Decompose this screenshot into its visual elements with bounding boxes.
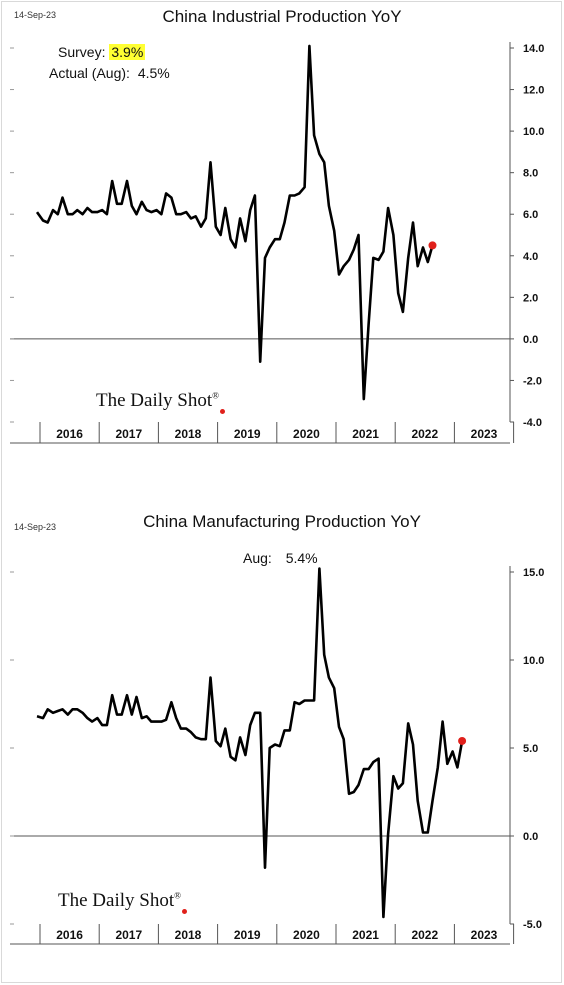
actual-value: 4.5%	[137, 65, 170, 81]
x-tick-label: 2018	[175, 427, 202, 441]
chart-date: 14-Sep-23	[14, 10, 57, 20]
logo-red-dot	[220, 409, 225, 414]
aug-annotation: Aug: 5.4%	[243, 550, 318, 566]
x-tick-label: 2019	[234, 427, 261, 441]
industrial-production-chart: 14.0 12.0 10.0 8.0 6.0 4.0 2.0 0.0 -2.0 -4.0 2016 2…	[10, 42, 544, 444]
latest-value-marker	[428, 241, 437, 250]
y-tick-label: 15.0	[523, 567, 544, 579]
chart-date: 14-Sep-23	[14, 522, 57, 532]
y-tick-label: -5.0	[523, 919, 542, 931]
chart-title: China Manufacturing Production YoY	[143, 512, 421, 531]
y-tick-label: 2.0	[523, 292, 538, 304]
y-tick-label: 10.0	[523, 126, 544, 138]
daily-shot-logo: The Daily Shot®	[58, 890, 187, 914]
y-tick-label: -2.0	[523, 375, 542, 387]
y-tick-label: -4.0	[523, 417, 542, 429]
latest-value-marker	[458, 736, 467, 745]
manufacturing-production-panel: 15.0 10.0 5.0 0.0 -5.0 2016 2017 2018 2019 2020 20…	[0, 502, 564, 985]
survey-value: 3.9%	[109, 44, 146, 60]
x-tick-label: 2017	[115, 427, 142, 441]
x-tick-label: 2016	[56, 427, 83, 441]
x-tick-label: 2021	[352, 928, 379, 942]
y-tick-label: 0.0	[523, 831, 538, 843]
x-tick-label: 2021	[352, 427, 379, 441]
y-tick-label: 0.0	[523, 334, 538, 346]
y-tick-label: 12.0	[523, 85, 544, 97]
y-tick-label: 14.0	[523, 43, 544, 55]
x-tick-label: 2018	[175, 928, 202, 942]
x-tick-label: 2019	[234, 928, 261, 942]
manufacturing-production-chart: 15.0 10.0 5.0 0.0 -5.0 2016 2017 2018 2019 2020 20…	[10, 566, 544, 945]
aug-label: Aug:	[243, 550, 272, 566]
series-line	[36, 567, 464, 919]
y-tick-label: 10.0	[523, 655, 544, 667]
daily-shot-logo: The Daily Shot®	[96, 390, 225, 414]
x-tick-label: 2020	[293, 427, 320, 441]
actual-annotation: Actual (Aug): 4.5%	[49, 65, 170, 81]
logo-text: The Daily Shot	[58, 890, 175, 911]
y-tick-label: 4.0	[523, 251, 538, 263]
logo-registered-mark: ®	[174, 890, 181, 901]
y-tick-label: 5.0	[523, 743, 538, 755]
x-tick-label: 2017	[115, 928, 142, 942]
series-line	[35, 44, 434, 401]
survey-annotation: Survey: 3.9%	[58, 44, 146, 60]
x-tick-label: 2020	[293, 928, 320, 942]
y-tick-label: 6.0	[523, 209, 538, 221]
logo-red-dot	[182, 909, 187, 914]
survey-label: Survey:	[58, 44, 106, 60]
x-tick-label: 2023	[471, 427, 498, 441]
x-tick-label: 2023	[471, 928, 498, 942]
chart-title: China Industrial Production YoY	[162, 7, 402, 26]
aug-value: 5.4%	[285, 550, 318, 566]
actual-label: Actual (Aug):	[49, 65, 130, 81]
logo-registered-mark: ®	[212, 390, 219, 401]
y-tick-label: 8.0	[523, 168, 538, 180]
logo-text: The Daily Shot	[96, 390, 213, 411]
industrial-production-panel: 14.0 12.0 10.0 8.0 6.0 4.0 2.0 0.0 -2.0 -4.0 2016 2…	[0, 0, 564, 460]
x-tick-label: 2022	[411, 928, 438, 942]
x-tick-label: 2022	[411, 427, 438, 441]
x-tick-label: 2016	[56, 928, 83, 942]
